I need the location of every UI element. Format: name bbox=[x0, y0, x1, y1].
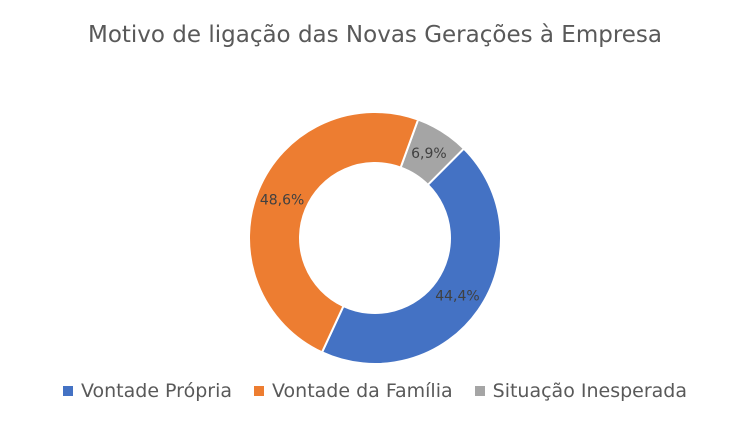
data-label-vontade-própria: 44,4% bbox=[435, 288, 479, 304]
legend-swatch bbox=[62, 386, 73, 396]
legend-item-situação-inesperada: Situação Inesperada bbox=[474, 380, 688, 402]
data-label-situação-inesperada: 6,9% bbox=[411, 146, 447, 162]
legend-label: Vontade Própria bbox=[80, 380, 232, 402]
legend: Vontade Própria Vontade da Família Situaçã… bbox=[0, 380, 750, 402]
slice-vontade-da-família bbox=[248, 111, 420, 354]
legend-swatch bbox=[474, 386, 485, 396]
data-label-vontade-da-família: 48,6% bbox=[260, 193, 304, 209]
legend-item-vontade-própria: Vontade Própria bbox=[62, 380, 232, 402]
legend-label: Vontade da Família bbox=[272, 380, 453, 402]
slice-vontade-própria bbox=[320, 147, 502, 365]
legend-label: Situação Inesperada bbox=[492, 380, 688, 402]
chart-title: Motivo de ligação das Novas Gerações à E… bbox=[87, 22, 663, 48]
legend-item-vontade-da-família: Vontade da Família bbox=[254, 380, 453, 402]
legend-swatch bbox=[254, 386, 264, 396]
